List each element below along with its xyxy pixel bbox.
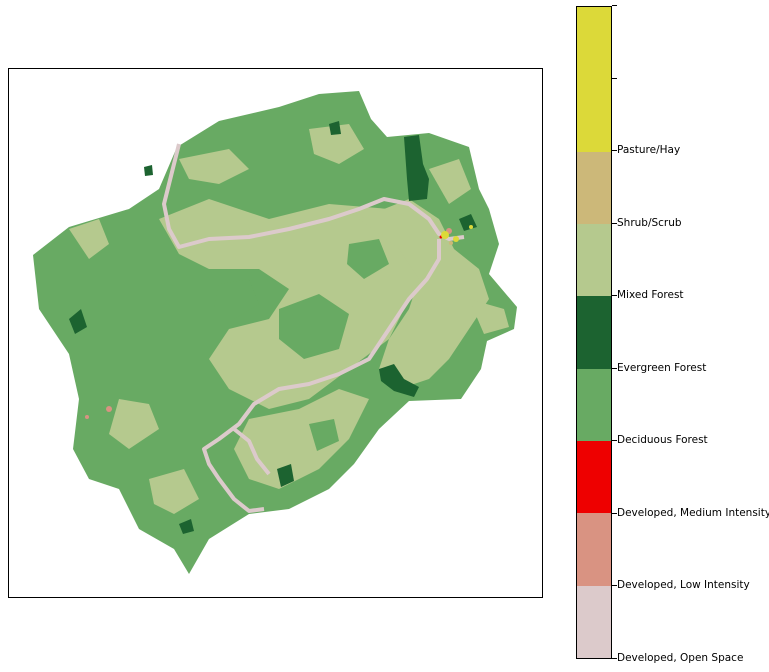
legend-swatch-7 [577, 79, 611, 152]
legend-swatch-3 [577, 368, 611, 441]
legend-tick [612, 223, 617, 224]
legend-tick [612, 658, 617, 659]
legend-tick [612, 513, 617, 514]
legend-label: Deciduous Forest [617, 434, 708, 447]
legend-label: Developed, Medium Intensity [617, 506, 769, 519]
legend-tick [612, 368, 617, 369]
legend-tick [612, 585, 617, 586]
developed-low-intensity-spots [85, 228, 452, 419]
legend-tick [612, 295, 617, 296]
legend-label: Developed, Low Intensity [617, 579, 750, 592]
deciduous-forest-patches [214, 239, 389, 451]
legend-swatch-top [577, 7, 611, 80]
legend-label: Developed, Open Space [617, 652, 744, 664]
legend-swatch-0 [577, 585, 611, 658]
pasture-hay-spots [441, 225, 473, 245]
legend-label: Mixed Forest [617, 289, 684, 302]
legend-tick [612, 78, 617, 79]
legend-tick [612, 150, 617, 151]
legend-tick [612, 440, 617, 441]
land-cover-map [33, 91, 517, 574]
map-panel [8, 68, 543, 598]
legend-swatch-2 [577, 441, 611, 514]
evergreen-forest-patches [69, 121, 477, 534]
legend-swatch-6 [577, 151, 611, 224]
legend-swatch-5 [577, 224, 611, 297]
legend-swatch-4 [577, 296, 611, 369]
developed-open-space-corridors [162, 143, 465, 513]
legend-tick [612, 5, 617, 6]
legend-label: Pasture/Hay [617, 144, 681, 157]
legend-colorbar [576, 6, 612, 659]
legend-swatch-1 [577, 513, 611, 586]
legend-label: Shrub/Scrub [617, 216, 682, 229]
legend-label: Evergreen Forest [617, 361, 707, 374]
